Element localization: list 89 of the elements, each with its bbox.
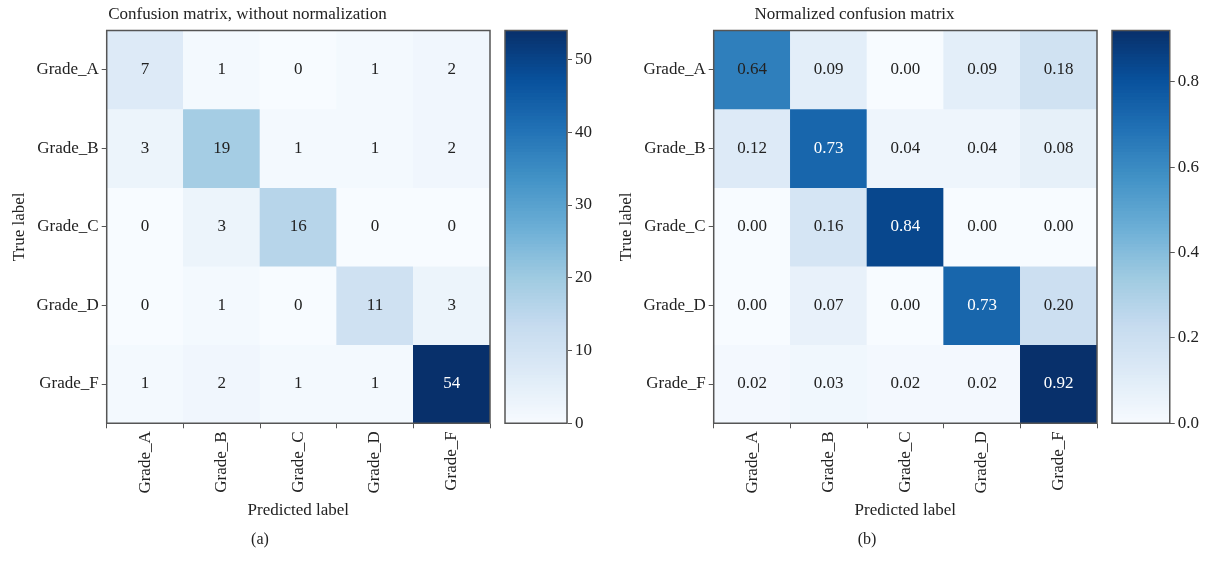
x-tick-label: Grade_B xyxy=(211,431,231,493)
data-label: 0.09 xyxy=(967,59,997,79)
data-label: 11 xyxy=(366,294,384,314)
y-tick-label: Grade_A xyxy=(643,59,707,79)
data-label: 1 xyxy=(370,137,380,157)
data-label: 2 xyxy=(217,373,226,393)
text: (a) xyxy=(250,530,270,548)
x-tick-label: Grade_A xyxy=(741,430,761,494)
y-tick-label: Grade_C xyxy=(37,216,99,236)
data-label: 0 xyxy=(294,59,303,79)
x-axis-title: Predicted label xyxy=(247,500,350,520)
data-label: 0.73 xyxy=(967,294,997,314)
data-label: 0.02 xyxy=(890,373,921,393)
y-tick-label: Grade_F xyxy=(39,373,99,393)
data-label: 1 xyxy=(370,59,380,79)
data-label: 0.12 xyxy=(737,137,767,157)
chart-title: Confusion matrix, without normalization xyxy=(108,3,388,23)
data-label: 0 xyxy=(140,294,150,314)
y-tick-label: Grade_F xyxy=(646,373,706,393)
data-label: 0.20 xyxy=(1043,294,1074,314)
color-bar-label: 0.0 xyxy=(1177,412,1199,432)
color-bar-label: 0.6 xyxy=(1177,156,1199,176)
data-label: 0.03 xyxy=(813,373,844,393)
x-tick-label: Grade_D xyxy=(971,431,991,494)
data-label: 0.00 xyxy=(737,294,767,314)
x-tick-label: Grade_F xyxy=(1048,431,1068,491)
data-label: 0.09 xyxy=(813,59,844,79)
y-tick-label: Grade_A xyxy=(36,59,100,79)
color-bar-label: 20 xyxy=(575,267,592,287)
x-tick-label: Grade_C xyxy=(894,431,914,493)
data-label: 3 xyxy=(447,294,456,314)
y-tick-label: Grade_B xyxy=(644,137,706,157)
data-label: 0.02 xyxy=(737,373,767,393)
data-label: 0.04 xyxy=(890,137,921,157)
data-label: 1 xyxy=(217,59,226,79)
data-label: 0.00 xyxy=(967,216,997,236)
color-bar-label: 40 xyxy=(575,121,592,141)
y-axis-title: True label xyxy=(8,192,28,262)
data-label: 0.02 xyxy=(967,373,997,393)
text: (b) xyxy=(856,530,878,548)
data-label: 0.00 xyxy=(890,59,921,79)
color-bar-label: 30 xyxy=(575,194,592,214)
data-label: 54 xyxy=(443,373,461,393)
x-tick-label: Grade_D xyxy=(364,431,384,494)
x-tick-label: Grade_B xyxy=(818,431,838,493)
y-tick-label: Grade_C xyxy=(644,216,706,236)
color-bar-label: 0.8 xyxy=(1177,71,1199,91)
data-label: 19 xyxy=(213,137,231,157)
data-label: 1 xyxy=(370,373,380,393)
y-tick-label: Grade_D xyxy=(643,294,706,314)
data-label: 0.73 xyxy=(813,137,844,157)
data-label: 16 xyxy=(289,216,307,236)
data-label: 0.92 xyxy=(1043,373,1074,393)
y-tick-label: Grade_D xyxy=(36,294,99,314)
x-tick-label: Grade_C xyxy=(287,431,307,493)
data-label: 0.64 xyxy=(737,59,768,79)
x-axis-title: Predicted label xyxy=(854,500,957,520)
data-label: 0.07 xyxy=(813,294,845,314)
data-label: 0.18 xyxy=(1043,59,1074,79)
chart-title: Normalized confusion matrix xyxy=(754,3,956,23)
color-bar-label: 50 xyxy=(575,48,592,68)
data-label: 3 xyxy=(217,216,226,236)
x-tick-label: Grade_F xyxy=(441,431,461,491)
data-label: 7 xyxy=(140,59,150,79)
data-label: 3 xyxy=(140,137,150,157)
data-label: 0.00 xyxy=(737,216,767,236)
data-label: 0 xyxy=(294,294,303,314)
x-tick-label: Grade_A xyxy=(134,430,154,494)
data-label: 0 xyxy=(370,216,380,236)
data-label: 2 xyxy=(447,59,456,79)
data-label: 1 xyxy=(294,373,303,393)
data-label: 0.08 xyxy=(1043,137,1074,157)
color-bar-label: 0.4 xyxy=(1177,241,1200,261)
data-label: 0.00 xyxy=(1043,216,1074,236)
data-label: 1 xyxy=(140,373,150,393)
data-label: 0.04 xyxy=(967,137,998,157)
y-axis-title: True label xyxy=(615,192,635,262)
data-label: 2 xyxy=(447,137,456,157)
color-bar-label: 10 xyxy=(575,340,592,359)
color-bar-label: 0.2 xyxy=(1177,327,1199,347)
data-label: 1 xyxy=(294,137,303,157)
data-label: 1 xyxy=(217,294,226,314)
data-label: 0 xyxy=(140,216,150,236)
data-label: 0.00 xyxy=(890,294,921,314)
data-label: 0.84 xyxy=(890,216,921,236)
data-label: 0 xyxy=(447,216,456,236)
data-label: 0.16 xyxy=(813,216,844,236)
color-bar-label: 0 xyxy=(575,412,584,432)
y-tick-label: Grade_B xyxy=(37,137,99,157)
